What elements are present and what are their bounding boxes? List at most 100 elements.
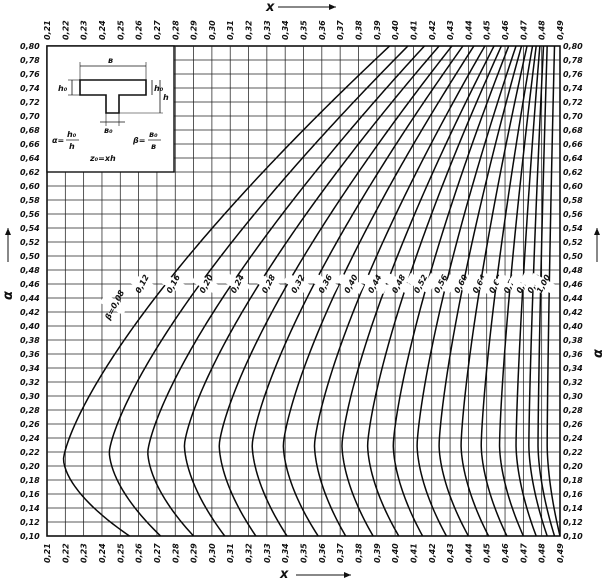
y-tick-label-right: 0,68	[563, 126, 583, 135]
y-tick-label-left: 0,50	[20, 252, 40, 261]
x-tick-label-top: 0,27	[153, 20, 162, 40]
beta-curve	[218, 45, 453, 537]
x-tick-label-bottom: 0,32	[245, 543, 254, 563]
beta-curve	[498, 45, 537, 537]
y-tick-label-right: 0,44	[563, 294, 583, 303]
x-tick-label-top: 0,28	[171, 20, 180, 40]
x-tick-label-bottom: 0,41	[409, 543, 418, 563]
y-tick-label-left: 0,38	[20, 336, 40, 345]
x-tick-label-bottom: 0,29	[190, 543, 199, 563]
y-tick-label-left: 0,62	[20, 168, 40, 177]
y-tick-label-right: 0,76	[563, 70, 583, 79]
x-tick-label-top: 0,44	[464, 20, 473, 40]
beta-curve	[251, 45, 464, 537]
y-tick-label-right: 0,54	[563, 224, 583, 233]
y-tick-label-right: 0,50	[563, 252, 583, 261]
y-tick-label-left: 0,12	[20, 518, 40, 527]
y-tick-label-left: 0,44	[20, 294, 40, 303]
y-tick-label-left: 0,28	[20, 406, 40, 415]
y-tick-label-left: 0,72	[20, 98, 40, 107]
y-tick-label-right: 0,34	[563, 364, 583, 373]
y-tick-label-right: 0,12	[563, 518, 583, 527]
y-tick-label-right: 0,60	[563, 182, 583, 191]
y-tick-label-right: 0,24	[563, 434, 583, 443]
y-tick-label-right: 0,46	[563, 280, 583, 289]
label-b0: в₀	[104, 126, 113, 135]
x-tick-label-top: 0,36	[318, 20, 327, 40]
y-tick-label-left: 0,46	[20, 280, 40, 289]
x-tick-label-top: 0,46	[501, 20, 510, 40]
x-tick-label-bottom: 0,49	[556, 543, 565, 563]
y-tick-label-right: 0,66	[563, 140, 583, 149]
x-tick-label-bottom: 0,33	[263, 543, 272, 563]
curve-label-background	[283, 273, 311, 295]
y-tick-label-right: 0,40	[563, 322, 583, 331]
x-tick-label-bottom: 0,27	[153, 543, 162, 563]
x-tick-label-top: 0,31	[226, 20, 235, 40]
x-axis-title-bottom: x	[279, 567, 351, 582]
x-tick-label-top: 0,42	[428, 20, 437, 40]
x-tick-label-top: 0,21	[43, 20, 52, 40]
x-tick-label-top: 0,43	[446, 20, 455, 40]
y-tick-label-left: 0,68	[20, 126, 40, 135]
ticks-layer: 0,21 0,22 0,23 0,24 0,25 0,26 0,27 0,28 0,29 0,30…	[20, 20, 583, 563]
x-tick-label-top: 0,24	[98, 20, 107, 40]
curve-label-background	[384, 273, 412, 295]
y-tick-label-left: 0,66	[20, 140, 40, 149]
x-tick-label-top: 0,40	[391, 20, 400, 40]
x-tick-label-top: 0,25	[116, 20, 125, 40]
formula-alpha-den: h	[69, 142, 75, 151]
x-tick-label-top: 0,48	[538, 20, 547, 40]
x-tick-label-top: 0,37	[336, 20, 345, 40]
x-tick-label-bottom: 0,39	[373, 543, 382, 563]
x-tick-label-top: 0,30	[208, 20, 217, 40]
y-axis-arrow-right-head	[594, 228, 600, 235]
y-tick-label-right: 0,72	[563, 98, 583, 107]
y-tick-label-left: 0,18	[20, 476, 40, 485]
y-tick-label-right: 0,30	[563, 392, 583, 401]
x-tick-label-top: 0,35	[300, 20, 309, 40]
y-tick-label-right: 0,64	[563, 154, 583, 163]
beta-curve	[313, 45, 486, 537]
curve-label-background	[336, 273, 365, 295]
curve-label-background	[310, 273, 339, 295]
curve-label-background	[191, 273, 220, 295]
x-tick-label-bottom: 0,40	[391, 543, 400, 563]
label-b: в	[108, 56, 113, 65]
y-tick-label-right: 0,18	[563, 476, 583, 485]
x-tick-label-top: 0,32	[245, 20, 254, 40]
curve-label-background	[127, 273, 156, 295]
y-tick-label-right: 0,56	[563, 210, 583, 219]
label-h0-left: h₀	[58, 84, 68, 93]
y-axis-title-left-text: α	[1, 291, 16, 300]
curve-label-background	[446, 273, 475, 295]
y-tick-label-right: 0,22	[563, 448, 583, 457]
y-tick-label-left: 0,16	[20, 490, 40, 499]
x-tick-label-bottom: 0,42	[428, 543, 437, 563]
x-tick-label-bottom: 0,46	[501, 543, 510, 563]
y-tick-label-right: 0,28	[563, 406, 583, 415]
y-tick-label-right: 0,78	[563, 56, 583, 65]
x-axis-arrow-top-head	[329, 4, 336, 10]
x-tick-label-bottom: 0,36	[318, 543, 327, 563]
y-tick-label-left: 0,26	[20, 420, 40, 429]
y-tick-label-left: 0,20	[20, 462, 40, 471]
y-axis-title-right: α	[591, 228, 605, 358]
beta-curve	[183, 45, 440, 537]
curves-layer	[62, 45, 561, 537]
y-tick-label-right: 0,26	[563, 420, 583, 429]
x-tick-label-top: 0,38	[354, 20, 363, 40]
x-tick-label-bottom: 0,44	[464, 543, 473, 563]
y-tick-label-left: 0,56	[20, 210, 40, 219]
x-axis-title-bottom-text: x	[279, 567, 289, 581]
y-tick-label-left: 0,40	[20, 322, 40, 331]
x-tick-label-bottom: 0,28	[171, 543, 180, 563]
x-tick-label-top: 0,49	[556, 20, 565, 40]
x-tick-label-bottom: 0,43	[446, 543, 455, 563]
x-tick-label-bottom: 0,31	[226, 543, 235, 563]
formula-beta: β=	[132, 136, 145, 145]
x-tick-label-bottom: 0,25	[116, 543, 125, 563]
curve-label-background	[481, 273, 509, 295]
x-tick-label-bottom: 0,34	[281, 543, 290, 563]
